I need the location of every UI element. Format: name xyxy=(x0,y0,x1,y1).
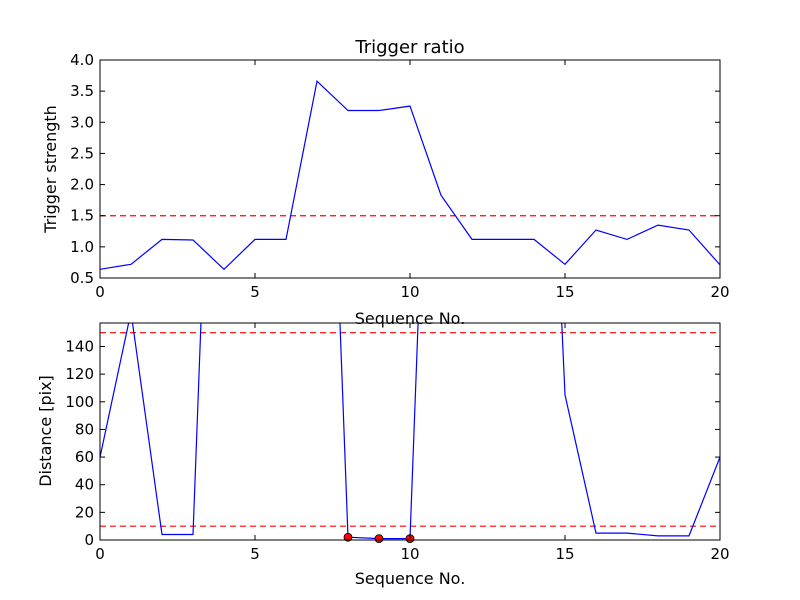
bottom-ytick-label-2: 40 xyxy=(75,476,94,494)
top-axes-frame xyxy=(99,59,721,279)
bottom-series-group xyxy=(100,323,720,540)
top-xtick-label-0: 0 xyxy=(95,283,105,301)
top-x-ticks: 0 5 10 15 20 xyxy=(95,60,730,301)
top-xtick-label-2: 10 xyxy=(400,283,419,301)
top-ytick-label-5: 3.0 xyxy=(70,113,94,131)
bottom-axes-frame xyxy=(99,322,721,541)
bottom-subplot: 0 5 10 15 20 0 20 40 60 80 100 120 140 Sequence No.… xyxy=(36,322,730,588)
bottom-thresholds xyxy=(100,332,720,527)
top-ytick-label-3: 2.0 xyxy=(70,176,94,194)
top-xtick-label-4: 20 xyxy=(710,283,729,301)
top-ytick-label-6: 3.5 xyxy=(70,82,94,100)
bottom-xtick-label-0: 0 xyxy=(95,545,105,563)
top-ytick-label-0: 0.5 xyxy=(70,269,94,287)
top-xtick-label-1: 5 xyxy=(250,283,260,301)
bottom-ytick-label-1: 20 xyxy=(75,503,94,521)
top-y-ticks: 0.5 1.0 1.5 2.0 2.5 3.0 3.5 4.0 xyxy=(70,51,720,287)
top-chart-title: Trigger ratio xyxy=(354,37,464,58)
bottom-marker-0 xyxy=(343,532,353,542)
bottom-ytick-label-0: 0 xyxy=(84,531,94,549)
top-xtick-label-3: 15 xyxy=(555,283,574,301)
bottom-ytick-label-6: 120 xyxy=(65,365,94,383)
bottom-y-ticks: 0 20 40 60 80 100 120 140 xyxy=(65,337,720,549)
bottom-xtick-label-4: 20 xyxy=(710,545,729,563)
bottom-x-ticks: 0 5 10 15 20 xyxy=(95,323,730,563)
bottom-xtick-label-1: 5 xyxy=(250,545,260,563)
top-ytick-label-4: 2.5 xyxy=(70,144,94,162)
bottom-ytick-label-4: 80 xyxy=(75,420,94,438)
bottom-ytick-label-7: 140 xyxy=(65,337,94,355)
top-y-axis-label: Trigger strength xyxy=(41,105,60,234)
bottom-ytick-label-3: 60 xyxy=(75,448,94,466)
top-ytick-label-7: 4.0 xyxy=(70,51,94,69)
bottom-ytick-label-5: 100 xyxy=(65,393,94,411)
top-ytick-label-2: 1.5 xyxy=(70,207,94,225)
bottom-markers-group xyxy=(343,532,415,544)
bottom-y-axis-label: Distance [pix] xyxy=(36,375,55,487)
top-series-group xyxy=(100,80,720,271)
bottom-series-line-0 xyxy=(100,323,720,540)
bottom-marker-1 xyxy=(374,534,384,544)
bottom-xtick-label-2: 10 xyxy=(400,545,419,563)
top-series-line-0 xyxy=(100,80,720,271)
top-ytick-label-1: 1.0 xyxy=(70,238,94,256)
bottom-xtick-label-3: 15 xyxy=(555,545,574,563)
top-subplot: Trigger ratio 0 5 10 15 20 0.5 1.0 1.5 2.0 2.5 3.… xyxy=(41,37,730,328)
bottom-x-axis-label: Sequence No. xyxy=(355,569,466,588)
